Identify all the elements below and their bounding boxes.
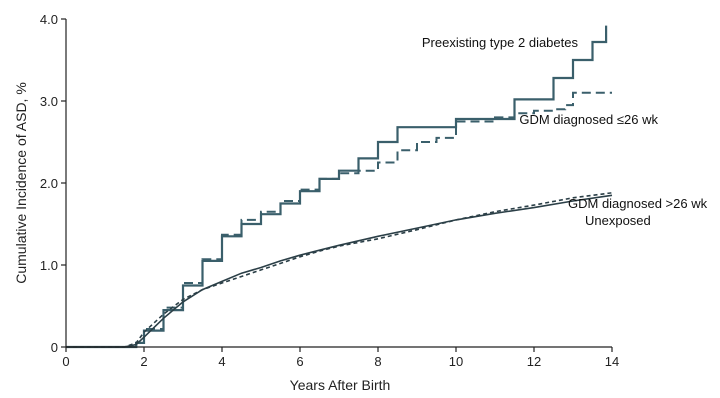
x-tick-label: 4 <box>218 354 225 369</box>
series-layer <box>66 25 613 349</box>
series-label: Preexisting type 2 diabetes <box>422 35 579 50</box>
series-label: GDM diagnosed >26 wk <box>568 196 708 211</box>
axes-layer: 0 2 4 6 8 10 12 14 0 1.0 2.0 3.0 4.0 <box>40 12 619 369</box>
y-axis-title: Cumulative Incidence of ASD, % <box>13 82 29 284</box>
y-tick-label: 0 <box>51 340 58 355</box>
x-tick-label: 2 <box>140 354 147 369</box>
x-axis-title: Years After Birth <box>290 377 391 393</box>
y-tick-label: 4.0 <box>40 12 58 27</box>
series-labels: Preexisting type 2 diabetes GDM diagnosed… <box>422 35 708 228</box>
x-tick-label: 8 <box>374 354 381 369</box>
series-line <box>66 91 612 348</box>
x-tick-label: 0 <box>62 354 69 369</box>
x-tick-label: 10 <box>449 354 463 369</box>
series-label: Unexposed <box>585 213 651 228</box>
y-tick-label: 3.0 <box>40 94 58 109</box>
series-line <box>66 194 613 348</box>
x-tick-label: 14 <box>605 354 619 369</box>
x-tick-label: 12 <box>527 354 541 369</box>
series-line <box>66 192 613 348</box>
series-line <box>66 25 608 349</box>
series-label: GDM diagnosed ≤26 wk <box>519 112 658 127</box>
y-tick-label: 2.0 <box>40 176 58 191</box>
y-tick-label: 1.0 <box>40 258 58 273</box>
x-tick-label: 6 <box>296 354 303 369</box>
